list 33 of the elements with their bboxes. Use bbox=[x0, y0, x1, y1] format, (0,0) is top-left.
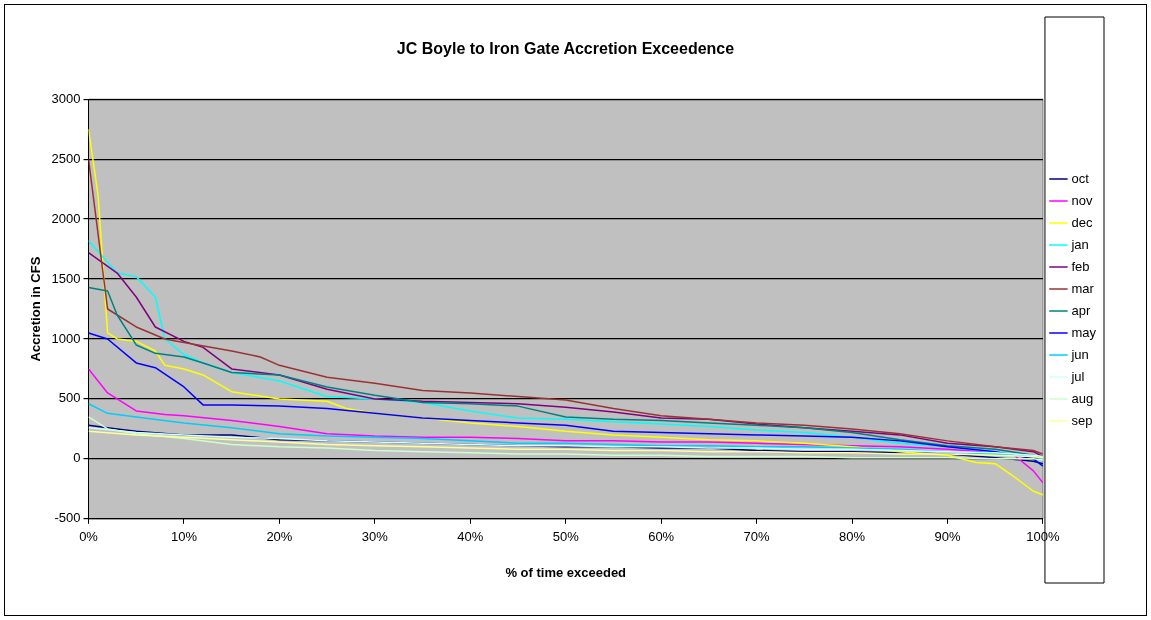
legend-label: dec bbox=[1071, 214, 1093, 230]
y-tick-label: 1000 bbox=[51, 330, 81, 346]
x-tick-label: 60% bbox=[648, 529, 675, 545]
legend-label: may bbox=[1071, 324, 1097, 340]
legend-label: oct bbox=[1071, 170, 1090, 186]
legend-label: jul bbox=[1070, 368, 1085, 384]
x-tick-label: 40% bbox=[457, 529, 484, 545]
legend-label: apr bbox=[1071, 302, 1091, 318]
y-tick-label: 2000 bbox=[51, 210, 81, 226]
y-tick-label: 0 bbox=[73, 450, 81, 466]
legend-label: jun bbox=[1070, 346, 1089, 362]
x-tick-label: 50% bbox=[552, 529, 580, 545]
legend-label: sep bbox=[1071, 412, 1093, 428]
x-tick-label: 0% bbox=[79, 529, 99, 545]
legend-label: mar bbox=[1071, 280, 1095, 296]
y-tick-label: 1500 bbox=[51, 270, 81, 286]
x-tick-label: 90% bbox=[934, 529, 961, 545]
legend-label: nov bbox=[1071, 192, 1093, 208]
x-tick-label: 10% bbox=[170, 529, 198, 545]
legend-label: feb bbox=[1071, 258, 1090, 274]
chart-title: JC Boyle to Iron Gate Accretion Exceedence bbox=[396, 40, 735, 58]
x-tick-label: 30% bbox=[361, 529, 389, 545]
x-tick-label: 70% bbox=[743, 529, 771, 545]
y-tick-label: 500 bbox=[58, 390, 81, 406]
legend-label: aug bbox=[1071, 390, 1094, 406]
x-tick-label: 80% bbox=[839, 529, 866, 545]
y-tick-label: 2500 bbox=[51, 150, 81, 166]
y-tick-label: 3000 bbox=[51, 90, 81, 106]
legend-label: jan bbox=[1070, 236, 1089, 252]
y-axis-title: Accretion in CFS bbox=[28, 256, 44, 362]
x-tick-label: 20% bbox=[266, 529, 293, 545]
x-axis-title: % of time exceeded bbox=[505, 564, 627, 580]
y-tick-label: -500 bbox=[54, 510, 81, 526]
